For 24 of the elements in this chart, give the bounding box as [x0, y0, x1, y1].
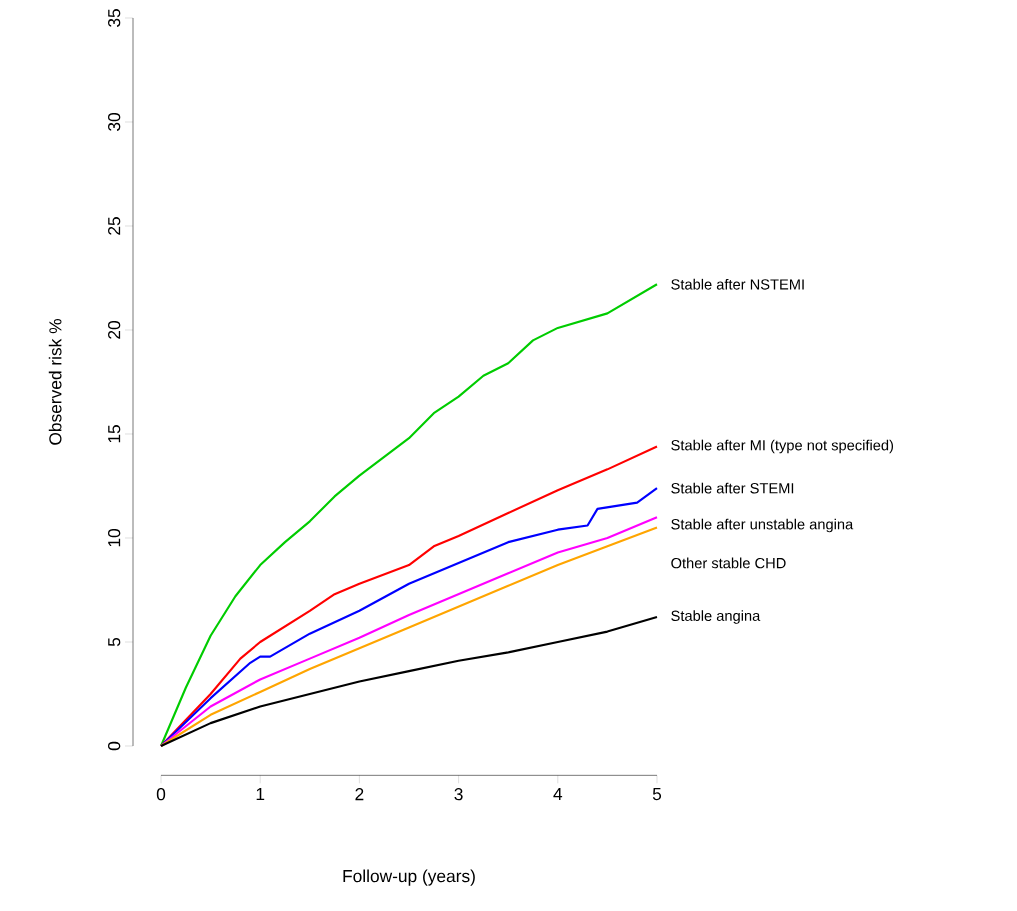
line-series	[159, 615, 659, 748]
y-tick-label: 5	[108, 637, 121, 647]
series-label: Stable after unstable angina	[671, 518, 854, 533]
x-tick-label: 4	[553, 788, 563, 800]
line-series	[159, 283, 659, 748]
series-label: Stable after STEMI	[671, 482, 794, 494]
x-tick-label: 5	[652, 788, 662, 801]
x-axis-title: Follow-up (years)	[343, 869, 475, 886]
y-tick-label: 35	[108, 9, 121, 27]
series-label: Stable after MI (type not specified)	[671, 439, 894, 454]
y-tick-label: 30	[108, 113, 121, 131]
y-tick-label: 10	[108, 529, 121, 547]
y-tick-label: 25	[108, 217, 121, 235]
y-axis-title: Observed risk %	[48, 319, 62, 445]
series-label: Stable after NSTEMI	[671, 278, 804, 290]
x-tick-label: 3	[454, 788, 463, 801]
y-tick-label: 20	[108, 321, 121, 339]
series-label: Stable angina	[671, 610, 761, 624]
x-tick-label: 1	[256, 788, 265, 800]
x-tick-label: 2	[355, 788, 364, 801]
y-tick-label: 15	[108, 425, 121, 443]
y-tick-label: 0	[108, 741, 121, 751]
x-tick-label: 0	[156, 788, 166, 801]
text: Other stable CHD	[671, 557, 786, 569]
